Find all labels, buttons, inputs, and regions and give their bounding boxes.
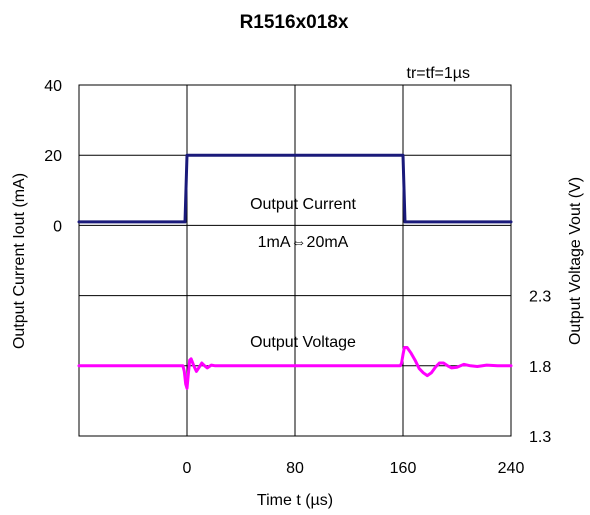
x-tick-label: 240 [498, 460, 525, 477]
y-right-axis-label: Output Voltage Vout (V) [567, 177, 584, 345]
x-tick-labels: 0 80 160 240 [183, 460, 525, 477]
chart-title: R1516x018x [240, 12, 349, 33]
y-left-tick-label: 20 [44, 148, 62, 165]
x-tick-label: 80 [286, 460, 304, 477]
y-right-tick-label: 1.3 [529, 429, 551, 446]
series-label-output-current: Output Current [250, 196, 356, 213]
x-axis-label: Time t (µs) [257, 492, 333, 509]
y-left-tick-label: 40 [44, 78, 62, 95]
gridlines [79, 85, 511, 436]
x-tick-label: 160 [390, 460, 417, 477]
y-right-tick-label: 2.3 [529, 289, 551, 306]
y-right-tick-labels: 2.3 1.8 1.3 [529, 289, 551, 446]
series-layer [77, 153, 513, 390]
rise-fall-time-note: tr=tf=1µs [407, 65, 470, 82]
y-left-tick-label: 0 [53, 218, 62, 235]
y-left-axis-label: Output Current Iout (mA) [11, 173, 28, 349]
series-line-output-voltage [77, 346, 513, 390]
plot-frame [78, 84, 512, 437]
y-right-tick-label: 1.8 [529, 359, 551, 376]
y-left-tick-labels: 40 20 0 [44, 78, 62, 235]
series-sublabel-output-current: 1mA⇔20mA [258, 234, 349, 251]
x-tick-label: 0 [183, 460, 192, 477]
series-line-output-current [77, 153, 513, 224]
series-label-output-voltage: Output Voltage [250, 334, 356, 351]
